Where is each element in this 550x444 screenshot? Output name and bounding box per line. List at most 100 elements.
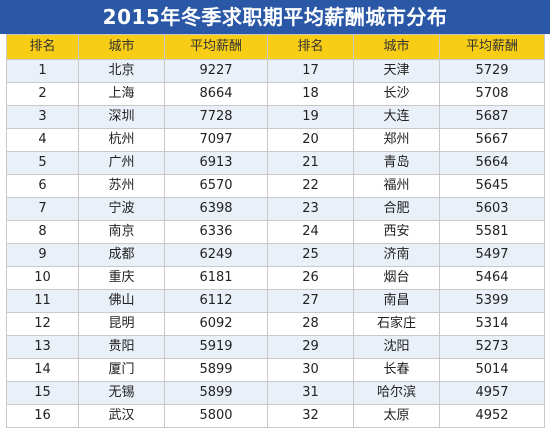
rank-cell-left: 8 bbox=[6, 220, 79, 244]
table-row: 7 宁波 6398 23 合肥 5603 bbox=[6, 197, 545, 221]
table-row: 4 杭州 7097 20 郑州 5667 bbox=[6, 128, 545, 152]
salary-cell-left: 5899 bbox=[164, 358, 268, 382]
salary-cell-left: 5899 bbox=[164, 381, 268, 405]
salary-cell-right: 5497 bbox=[439, 243, 545, 267]
salary-cell-right: 5667 bbox=[439, 128, 545, 152]
salary-cell-right: 5645 bbox=[439, 174, 545, 198]
city-cell-right: 石家庄 bbox=[353, 312, 440, 336]
table-row: 1 北京 9227 17 天津 5729 bbox=[6, 59, 545, 83]
rank-cell-right: 19 bbox=[267, 105, 354, 129]
rank-cell-left: 6 bbox=[6, 174, 79, 198]
rank-cell-left: 11 bbox=[6, 289, 79, 313]
salary-cell-left: 7097 bbox=[164, 128, 268, 152]
city-cell-left: 北京 bbox=[78, 59, 165, 83]
header-city-right: 城市 bbox=[353, 34, 440, 60]
rank-cell-left: 12 bbox=[6, 312, 79, 336]
city-cell-right: 烟台 bbox=[353, 266, 440, 290]
rank-cell-right: 22 bbox=[267, 174, 354, 198]
city-cell-right: 长沙 bbox=[353, 82, 440, 106]
city-cell-right: 青岛 bbox=[353, 151, 440, 175]
table-row: 16 武汉 5800 32 太原 4952 bbox=[6, 404, 545, 428]
table-row: 6 苏州 6570 22 福州 5645 bbox=[6, 174, 545, 198]
city-cell-right: 南昌 bbox=[353, 289, 440, 313]
salary-cell-left: 9227 bbox=[164, 59, 268, 83]
salary-cell-left: 6913 bbox=[164, 151, 268, 175]
table-row: 13 贵阳 5919 29 沈阳 5273 bbox=[6, 335, 545, 359]
salary-cell-left: 7728 bbox=[164, 105, 268, 129]
city-cell-right: 合肥 bbox=[353, 197, 440, 221]
city-cell-left: 成都 bbox=[78, 243, 165, 267]
table-row: 15 无锡 5899 31 哈尔滨 4957 bbox=[6, 381, 545, 405]
salary-cell-left: 6398 bbox=[164, 197, 268, 221]
table-row: 5 广州 6913 21 青岛 5664 bbox=[6, 151, 545, 175]
rank-cell-left: 9 bbox=[6, 243, 79, 267]
city-cell-left: 上海 bbox=[78, 82, 165, 106]
table-row: 8 南京 6336 24 西安 5581 bbox=[6, 220, 545, 244]
city-cell-left: 贵阳 bbox=[78, 335, 165, 359]
rank-cell-left: 3 bbox=[6, 105, 79, 129]
salary-cell-left: 8664 bbox=[164, 82, 268, 106]
city-cell-right: 郑州 bbox=[353, 128, 440, 152]
salary-cell-right: 5603 bbox=[439, 197, 545, 221]
salary-cell-right: 5273 bbox=[439, 335, 545, 359]
salary-cell-right: 4952 bbox=[439, 404, 545, 428]
city-cell-right: 天津 bbox=[353, 59, 440, 83]
rank-cell-right: 27 bbox=[267, 289, 354, 313]
city-cell-right: 西安 bbox=[353, 220, 440, 244]
salary-cell-right: 5399 bbox=[439, 289, 545, 313]
city-cell-right: 大连 bbox=[353, 105, 440, 129]
rank-cell-right: 26 bbox=[267, 266, 354, 290]
city-cell-left: 南京 bbox=[78, 220, 165, 244]
salary-cell-left: 6336 bbox=[164, 220, 268, 244]
salary-cell-right: 5708 bbox=[439, 82, 545, 106]
rank-cell-left: 7 bbox=[6, 197, 79, 221]
salary-cell-right: 5687 bbox=[439, 105, 545, 129]
city-cell-left: 昆明 bbox=[78, 312, 165, 336]
table-row: 9 成都 6249 25 济南 5497 bbox=[6, 243, 545, 267]
salary-cell-left: 6249 bbox=[164, 243, 268, 267]
header-salary-left: 平均薪酬 bbox=[164, 34, 268, 60]
rank-cell-right: 29 bbox=[267, 335, 354, 359]
city-cell-left: 广州 bbox=[78, 151, 165, 175]
city-cell-right: 济南 bbox=[353, 243, 440, 267]
table-body: 1 北京 9227 17 天津 5729 2 上海 8664 18 长沙 5708 3 深圳 7728 19 大… bbox=[6, 59, 545, 428]
city-cell-right: 哈尔滨 bbox=[353, 381, 440, 405]
table-row: 11 佛山 6112 27 南昌 5399 bbox=[6, 289, 545, 313]
city-cell-left: 苏州 bbox=[78, 174, 165, 198]
salary-cell-right: 5314 bbox=[439, 312, 545, 336]
rank-cell-left: 10 bbox=[6, 266, 79, 290]
city-cell-left: 深圳 bbox=[78, 105, 165, 129]
city-cell-right: 沈阳 bbox=[353, 335, 440, 359]
rank-cell-right: 20 bbox=[267, 128, 354, 152]
rank-cell-right: 25 bbox=[267, 243, 354, 267]
rank-cell-right: 17 bbox=[267, 59, 354, 83]
rank-cell-left: 13 bbox=[6, 335, 79, 359]
rank-cell-right: 23 bbox=[267, 197, 354, 221]
rank-cell-right: 21 bbox=[267, 151, 354, 175]
table-row: 14 厦门 5899 30 长春 5014 bbox=[6, 358, 545, 382]
rank-cell-right: 24 bbox=[267, 220, 354, 244]
city-cell-left: 武汉 bbox=[78, 404, 165, 428]
table-row: 12 昆明 6092 28 石家庄 5314 bbox=[6, 312, 545, 336]
city-cell-left: 佛山 bbox=[78, 289, 165, 313]
salary-cell-left: 6092 bbox=[164, 312, 268, 336]
rank-cell-right: 18 bbox=[267, 82, 354, 106]
rank-cell-right: 32 bbox=[267, 404, 354, 428]
city-cell-left: 宁波 bbox=[78, 197, 165, 221]
rank-cell-right: 28 bbox=[267, 312, 354, 336]
city-cell-left: 重庆 bbox=[78, 266, 165, 290]
salary-cell-right: 5014 bbox=[439, 358, 545, 382]
salary-cell-right: 5581 bbox=[439, 220, 545, 244]
salary-cell-right: 5664 bbox=[439, 151, 545, 175]
salary-cell-right: 5729 bbox=[439, 59, 545, 83]
table-row: 3 深圳 7728 19 大连 5687 bbox=[6, 105, 545, 129]
salary-cell-right: 4957 bbox=[439, 381, 545, 405]
city-cell-left: 无锡 bbox=[78, 381, 165, 405]
city-cell-right: 福州 bbox=[353, 174, 440, 198]
salary-cell-left: 6112 bbox=[164, 289, 268, 313]
city-cell-left: 厦门 bbox=[78, 358, 165, 382]
rank-cell-left: 1 bbox=[6, 59, 79, 83]
salary-cell-left: 5800 bbox=[164, 404, 268, 428]
rank-cell-right: 30 bbox=[267, 358, 354, 382]
